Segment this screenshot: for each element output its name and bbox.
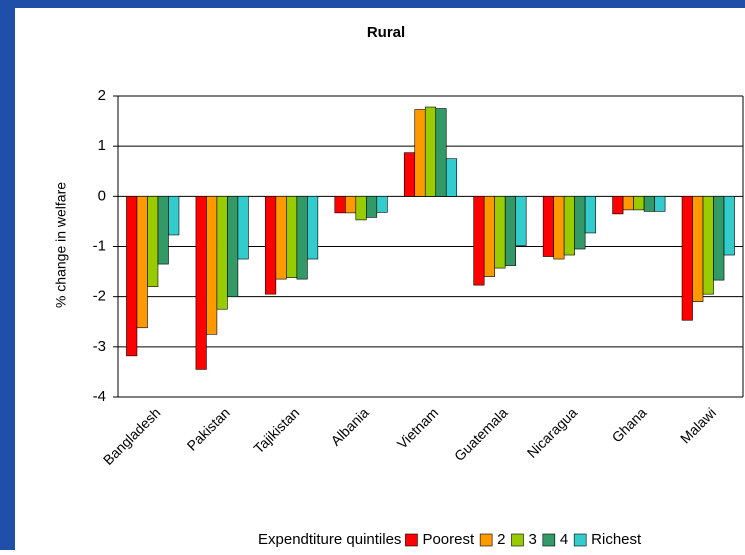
- y-tick-label: 0: [98, 187, 106, 204]
- legend-swatch: [573, 533, 587, 547]
- bar: [265, 196, 277, 295]
- y-tick-label: -3: [93, 338, 106, 355]
- bar: [206, 196, 218, 335]
- y-tick-label: -1: [93, 237, 106, 254]
- bar: [286, 196, 298, 278]
- bar: [136, 196, 148, 329]
- bar: [612, 196, 624, 215]
- bar: [414, 109, 426, 197]
- bar: [692, 196, 704, 302]
- legend-label: 4: [560, 531, 568, 548]
- bar: [376, 196, 388, 213]
- y-tick-label: -4: [93, 388, 106, 405]
- bar: [216, 196, 228, 310]
- bar: [445, 158, 458, 197]
- legend-title: Expendtiture quintiles: [258, 531, 401, 548]
- y-tick-label: 1: [98, 137, 106, 154]
- bar: [334, 196, 346, 214]
- legend-label: Poorest: [422, 531, 475, 548]
- bar: [126, 196, 138, 357]
- bar: [403, 152, 416, 197]
- bar: [702, 196, 714, 295]
- chart-title: Rural: [367, 24, 405, 41]
- bar: [643, 196, 655, 212]
- y-tick-label: -2: [93, 288, 106, 305]
- legend-label: 2: [497, 531, 505, 548]
- bar: [435, 108, 447, 197]
- bar: [681, 196, 693, 321]
- bar: [355, 196, 367, 221]
- bar: [622, 196, 634, 211]
- bar: [504, 196, 516, 266]
- legend-swatch: [479, 533, 493, 547]
- legend-label: Richest: [591, 531, 642, 548]
- bar: [633, 196, 645, 211]
- bar: [723, 196, 735, 256]
- bar: [195, 196, 207, 370]
- bar: [473, 196, 485, 286]
- bar: [553, 196, 565, 260]
- legend-swatch: [511, 533, 524, 547]
- bar: [563, 196, 575, 256]
- legend-swatch: [542, 533, 556, 547]
- bar: [574, 196, 586, 250]
- y-axis-label: % change in welfare: [53, 182, 69, 308]
- y-tick-label: 2: [98, 87, 106, 104]
- bar: [654, 196, 666, 212]
- bar: [307, 196, 319, 260]
- bar: [296, 196, 308, 280]
- bar: [542, 196, 554, 257]
- bar: [157, 196, 169, 265]
- bar: [713, 196, 725, 281]
- legend-label: 3: [528, 531, 536, 548]
- bar: [584, 196, 596, 234]
- bar: [345, 196, 357, 214]
- bar: [424, 106, 437, 197]
- chart-area: [15, 8, 745, 550]
- bar: [366, 196, 378, 218]
- bar: [168, 196, 180, 236]
- bar: [147, 196, 159, 287]
- bar: [515, 196, 527, 246]
- bar: [275, 196, 287, 280]
- bar: [483, 196, 495, 277]
- legend-swatch: [405, 533, 418, 547]
- bar: [237, 196, 249, 260]
- bar: [227, 196, 239, 297]
- bar: [494, 196, 506, 269]
